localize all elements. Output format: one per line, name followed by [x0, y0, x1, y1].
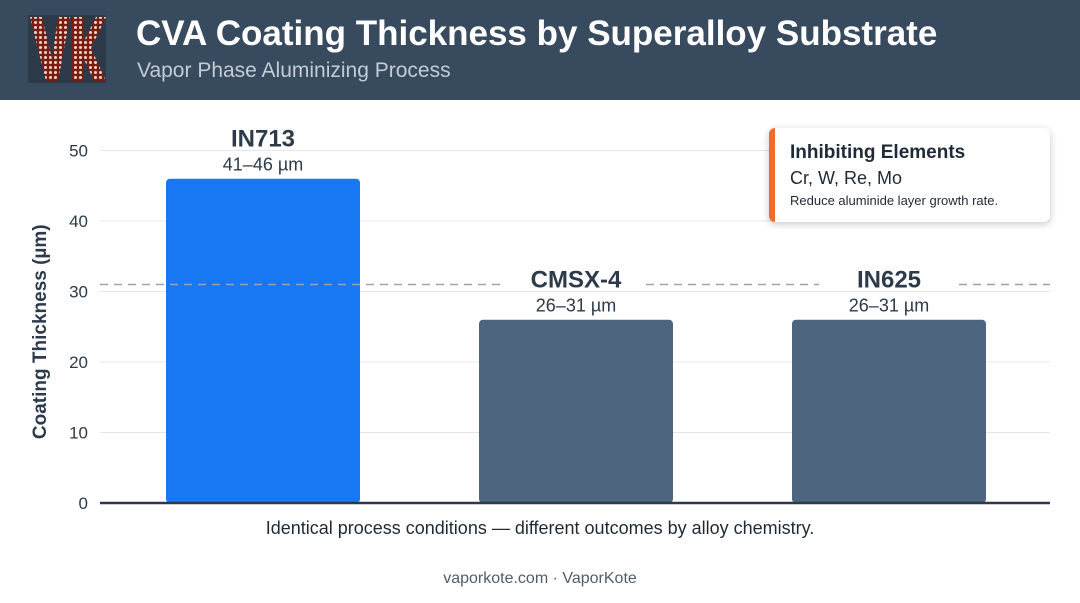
- y-tick-label: 50: [69, 142, 88, 161]
- y-tick-label: 0: [79, 494, 88, 513]
- bar-range-label: 26–31 µm: [849, 296, 929, 316]
- bar-category-label: CMSX-4: [531, 267, 622, 294]
- bar-range-label: 41–46 µm: [223, 155, 303, 175]
- bar: [479, 319, 673, 503]
- legend-box: Inhibiting Elements Cr, W, Re, Mo Reduce…: [769, 128, 1050, 222]
- bar-category-label: IN713: [231, 126, 295, 153]
- page-subtitle: Vapor Phase Aluminizing Process: [137, 59, 451, 82]
- y-tick-label: 20: [69, 353, 88, 372]
- bar: [792, 319, 986, 503]
- legend-accent-bar: [769, 128, 775, 222]
- legend-elements: Cr, W, Re, Mo: [790, 168, 903, 188]
- bar-category-label: IN625: [857, 267, 921, 294]
- footer-credit: vaporkote.com · VaporKote: [443, 570, 637, 587]
- bar-range-label: 26–31 µm: [536, 296, 616, 316]
- vaporkote-logo: [28, 15, 106, 83]
- y-tick-label: 10: [69, 424, 88, 443]
- bar: [166, 178, 360, 503]
- page-title: CVA Coating Thickness by Superalloy Subs…: [136, 14, 938, 53]
- y-axis-label: Coating Thickness (µm): [30, 224, 51, 439]
- header-banner: CVA Coating Thickness by Superalloy Subs…: [0, 0, 1080, 100]
- chart-caption: Identical process conditions — different…: [265, 518, 815, 538]
- y-tick-label: 30: [69, 283, 88, 302]
- legend-note: Reduce aluminide layer growth rate.: [790, 193, 999, 208]
- y-tick-label: 40: [69, 212, 88, 231]
- legend-title: Inhibiting Elements: [790, 142, 966, 163]
